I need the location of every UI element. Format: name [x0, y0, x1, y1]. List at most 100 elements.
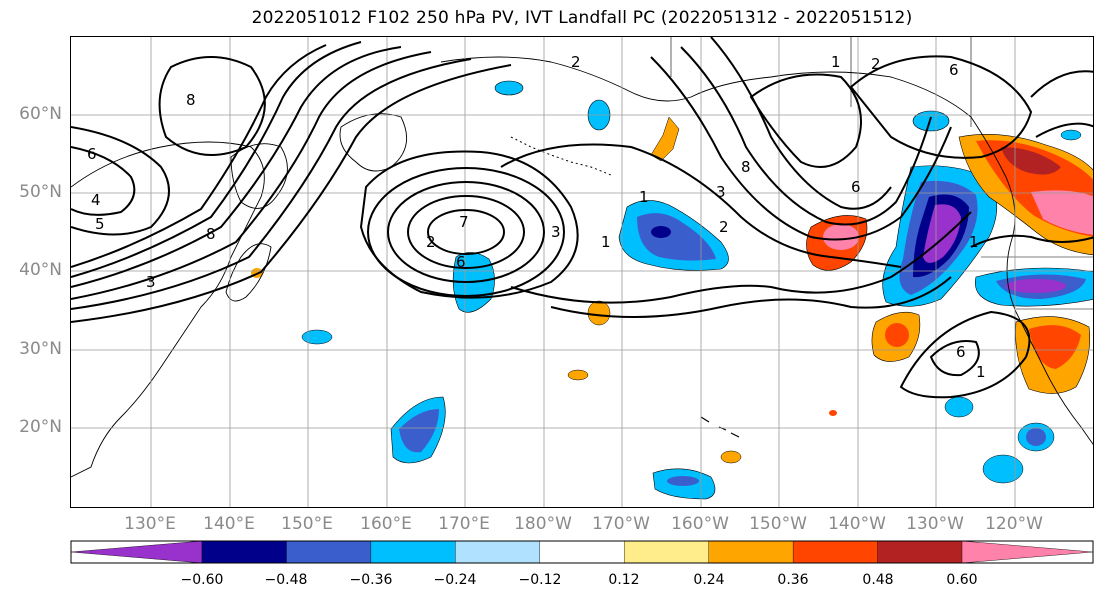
- colorbar-extend-high: [961, 540, 1094, 564]
- contour-label: 6: [851, 178, 861, 196]
- contour-line: [749, 73, 862, 168]
- negative-anomaly-core: [651, 226, 671, 238]
- negative-anomaly-core: [399, 409, 439, 453]
- positive-anomaly-patch: [587, 300, 611, 326]
- lat-label-40n: 40°N: [19, 260, 62, 280]
- ivt-contours: [71, 37, 1093, 399]
- borders: [981, 256, 1093, 310]
- contour-label: 3: [146, 273, 156, 291]
- contour-line: [500, 143, 902, 268]
- contour-label: 7: [459, 213, 469, 231]
- colorbar-tick: −0.36: [349, 572, 393, 588]
- lon-label-180w: 180°W: [514, 514, 572, 534]
- lon-label-150w: 150°W: [749, 514, 807, 534]
- contour-label: 1: [831, 53, 841, 71]
- colorbar-tick: −0.60: [180, 572, 224, 588]
- lon-label-160w: 160°W: [671, 514, 729, 534]
- contour-label: 8: [741, 158, 751, 176]
- contour-line: [1035, 122, 1093, 138]
- lon-label-140w: 140°W: [828, 514, 886, 534]
- negative-anomaly-core: [1006, 279, 1066, 293]
- positive-anomaly-patch: [567, 369, 589, 381]
- contour-line: [407, 195, 525, 269]
- sea-of-okhotsk-coast: [230, 143, 288, 209]
- contour-line: [1030, 70, 1093, 98]
- pv-anomaly-fills: [251, 80, 1093, 500]
- colorbar-tick: 0.36: [777, 572, 809, 588]
- contour-label-group: 8 6 5 4 3 8 7 2 1 6 3 1 2 3 2 8 1 2 6 6 …: [87, 53, 986, 381]
- contour-line: [71, 51, 432, 300]
- north-america-coastline: [440, 56, 1093, 445]
- contour-line: [71, 41, 362, 278]
- colorbar-tick: 0.60: [946, 572, 978, 588]
- colorbar-segment: [708, 540, 794, 564]
- kamchatka-coast: [339, 113, 408, 172]
- contour-label: 2: [426, 233, 436, 251]
- lon-label-170w: 170°W: [592, 514, 650, 534]
- contour-label: 1: [601, 233, 611, 251]
- figure-title: 2022051012 F102 250 hPa PV, IVT Landfall…: [251, 8, 913, 28]
- negative-anomaly-patch: [301, 329, 333, 345]
- contour-label: 6: [87, 145, 97, 163]
- map-panel: 8 6 5 4 3 8 7 2 1 6 3 1 2 3 2 8 1 2 6 6 …: [70, 36, 1094, 508]
- contour-label: 2: [871, 55, 881, 73]
- contour-line: [387, 181, 545, 283]
- positive-anomaly-core: [1001, 147, 1061, 175]
- japan-coast: [225, 243, 272, 302]
- positive-anomaly-core: [823, 224, 859, 250]
- lon-label-170e: 170°E: [438, 514, 490, 534]
- positive-anomaly-core: [1031, 190, 1093, 235]
- lat-label-50n: 50°N: [19, 182, 62, 202]
- contour-line: [71, 58, 472, 310]
- contour-line: [71, 64, 512, 323]
- contour-line: [71, 46, 402, 288]
- lat-label-20n: 20°N: [19, 417, 62, 437]
- contour-label: 6: [956, 343, 966, 361]
- lon-label-160e: 160°E: [360, 514, 412, 534]
- colorbar-tick: 0.48: [862, 572, 894, 588]
- graticule: [71, 37, 1093, 507]
- contour-label: 5: [95, 215, 105, 233]
- contour-label: 2: [719, 218, 729, 236]
- colorbar-segment: [539, 540, 625, 564]
- colorbar-segment: [370, 540, 457, 564]
- negative-anomaly-patch: [912, 110, 950, 132]
- colorbar-segment: [286, 540, 372, 564]
- positive-anomaly-streak: [650, 116, 680, 162]
- colorbar-segment: [792, 540, 879, 564]
- contour-line: [367, 167, 565, 297]
- colorbar-segment: [624, 540, 710, 564]
- contour-label: 1: [969, 233, 979, 251]
- positive-anomaly-patch: [829, 410, 837, 416]
- contour-label: 4: [91, 191, 101, 209]
- contour-label: 8: [206, 225, 216, 243]
- contour-label: 1: [976, 363, 986, 381]
- contour-line: [71, 126, 170, 236]
- lon-label-140e: 140°E: [203, 514, 255, 534]
- colorbar-tick: 0.12: [608, 572, 640, 588]
- contour-label: 3: [551, 223, 561, 241]
- lon-label-130w: 130°W: [906, 514, 964, 534]
- negative-anomaly-patch: [944, 396, 974, 418]
- borders: [670, 37, 972, 127]
- contour-line: [71, 146, 136, 216]
- negative-anomaly-patch: [494, 80, 524, 96]
- negative-anomaly-core: [667, 476, 699, 486]
- colorbar-extend-low: [70, 540, 203, 564]
- colorbar-segment: [201, 540, 288, 564]
- contour-label: 8: [186, 91, 196, 109]
- contour-line: [359, 150, 579, 299]
- contour-line: [929, 340, 980, 377]
- contour-line: [71, 44, 327, 268]
- contour-label: 3: [716, 183, 726, 201]
- lon-label-120w: 120°W: [985, 514, 1043, 534]
- positive-anomaly-core: [1029, 325, 1081, 369]
- contour-label: 2: [571, 53, 581, 71]
- colorbar-frame: [70, 540, 1094, 564]
- contour-label: 6: [949, 61, 959, 79]
- colorbar-segments: [70, 540, 1094, 564]
- asia-coastline: [71, 141, 265, 478]
- contour-line: [710, 37, 892, 210]
- negative-anomaly-core: [1026, 428, 1046, 446]
- colorbar-segment: [877, 540, 963, 564]
